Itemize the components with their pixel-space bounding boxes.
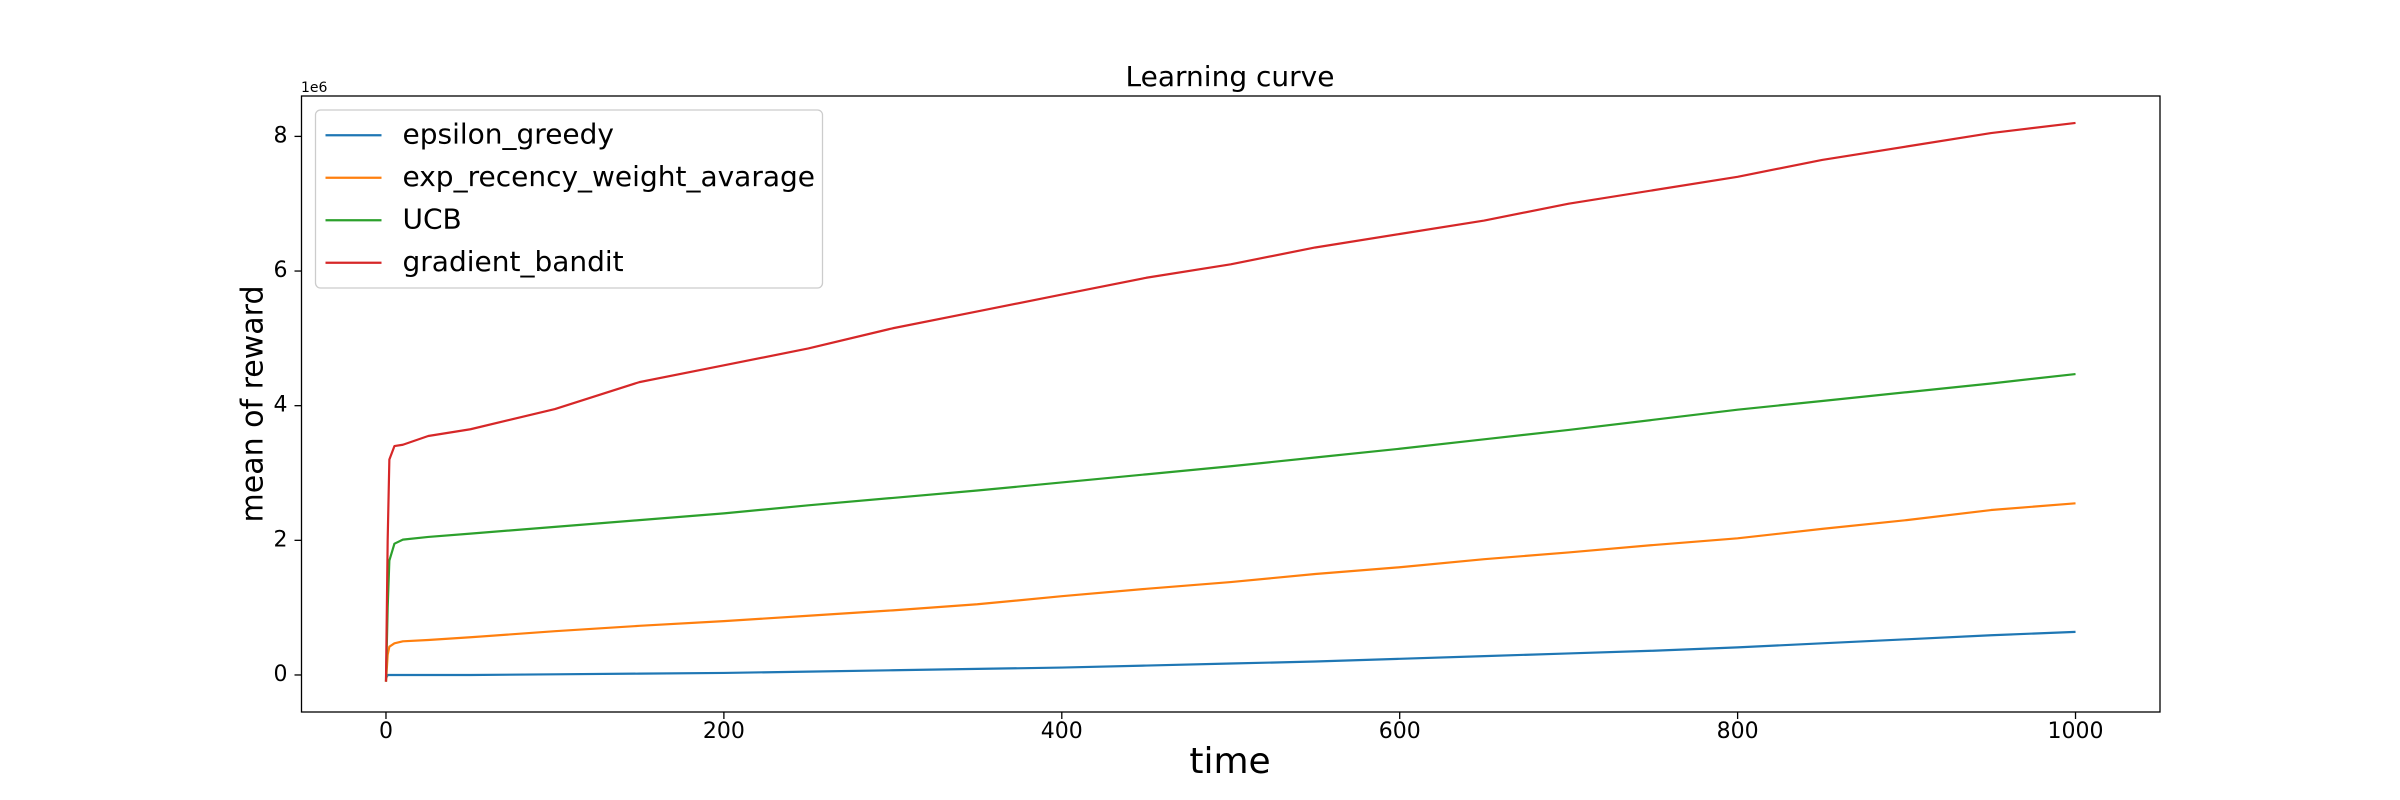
line-series (384, 372, 2076, 682)
legend-box (314, 109, 824, 289)
x-tick-label: 1000 (2048, 719, 2104, 744)
line-series (384, 121, 2076, 682)
y-offset-label: 1e6 (301, 80, 328, 96)
y-axis-label: mean of reward (236, 286, 271, 523)
x-tick-label: 800 (1717, 719, 1759, 744)
y-tick-label: 0 (274, 662, 288, 687)
legend-label: epsilon_greedy (403, 117, 615, 150)
legend-label: exp_recency_weight_avarage (403, 160, 816, 193)
chart-title: Learning curve (1126, 60, 1335, 93)
x-tick-label: 400 (1041, 719, 1083, 744)
y-tick-label: 4 (274, 393, 288, 418)
y-tick-label: 8 (274, 123, 288, 148)
x-axis-label: time (1189, 741, 1270, 782)
x-tick-label: 0 (379, 719, 393, 744)
legend-label: UCB (403, 202, 462, 235)
x-tick-label: 600 (1379, 719, 1421, 744)
line-series (384, 630, 2076, 679)
legend-label: gradient_bandit (403, 245, 624, 278)
y-tick-label: 6 (274, 258, 288, 283)
plot-frame (300, 95, 2161, 713)
y-tick-label: 2 (274, 527, 288, 552)
line-series (384, 502, 2076, 682)
x-tick-label: 200 (703, 719, 745, 744)
